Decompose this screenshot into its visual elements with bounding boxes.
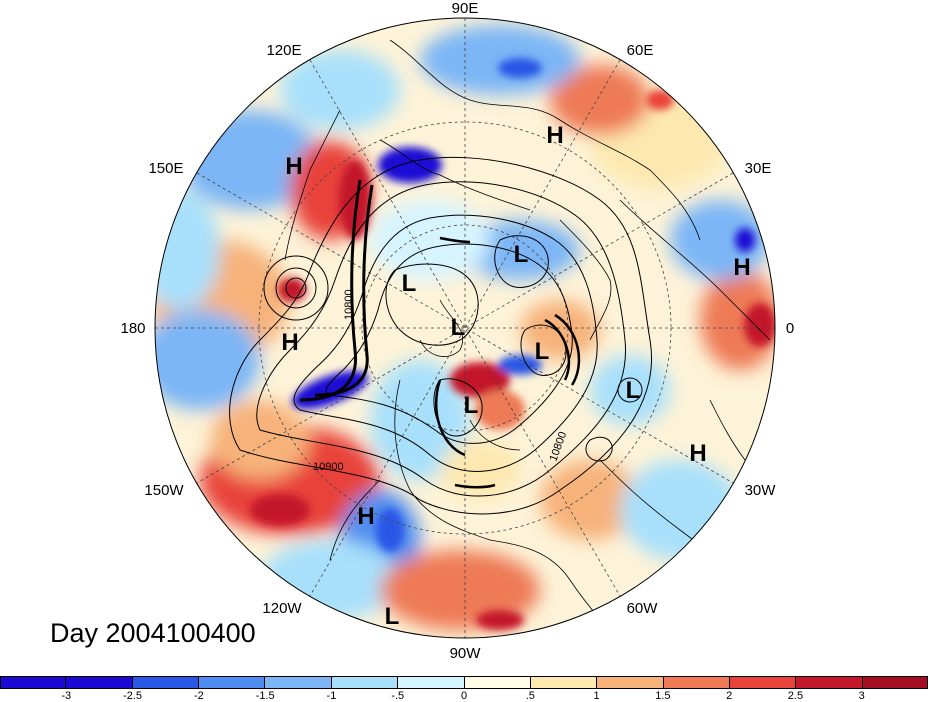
colorbar-swatches [0,676,928,689]
high-pressure-label: H [689,440,706,467]
colorbar-swatch [729,676,797,689]
colorbar-swatch [464,676,531,689]
colorbar-swatch [862,676,928,689]
lon-label-90e: 90E [452,0,479,17]
high-pressure-label: H [281,329,298,356]
low-pressure-label: L [464,392,479,419]
colorbar-tick-label: 1.5 [655,690,671,702]
contour-label: 10800 [343,289,355,320]
low-pressure-label: L [451,314,466,341]
high-pressure-label: H [546,122,563,149]
lon-label-120e: 120E [266,42,301,59]
colorbar-tick-label: 2 [726,690,733,702]
colorbar-swatch [530,676,598,689]
colorbar-tick-label: -2 [193,690,204,702]
low-pressure-label: L [385,603,400,630]
low-pressure-label: L [626,377,641,404]
colorbar-swatch [66,676,133,689]
low-pressure-label: L [535,338,550,365]
lon-label-90w: 90W [450,645,482,662]
high-pressure-label: H [733,254,750,281]
high-pressure-label: H [285,153,302,180]
colorbar-tick-label: 1 [593,690,600,702]
colorbar: -3 -2.5 -2 -1.5 -1 -.5 0 .5 1 1.5 2 2.5 3 [0,676,928,702]
contour-label: 10900 [313,461,344,473]
lon-label-150w: 150W [144,482,184,499]
colorbar-swatch [398,676,465,689]
colorbar-tick-label: .5 [525,690,535,702]
lon-label-60w: 60W [627,600,659,617]
colorbar-swatch [0,676,67,689]
colorbar-swatch [132,676,200,689]
lon-label-0: 0 [786,320,794,337]
pressure-centers: H H H H H H H L L L L L L L L [281,122,750,630]
colorbar-tick-label: -2.5 [123,690,143,702]
colorbar-tick-label: -1.5 [255,690,275,702]
colorbar-tick-label: -3 [61,690,72,702]
high-pressure-label: H [357,503,374,530]
lon-label-60e: 60E [627,42,654,59]
colorbar-swatch [796,676,863,689]
low-pressure-label: L [402,270,417,297]
lon-label-120w: 120W [262,600,302,617]
map-boundary [154,17,776,639]
colorbar-swatch [265,676,332,689]
longitude-labels: 90E 60E 30E 0 30W 60W 90W 120W 150W 180 … [120,0,794,662]
colorbar-tick-label: -.5 [391,690,405,702]
lon-label-150e: 150E [148,160,183,177]
colorbar-swatch [597,676,664,689]
colorbar-swatch [331,676,399,689]
day-label: Day 2004100400 [50,618,256,648]
lon-label-30w: 30W [745,482,777,499]
lon-label-30e: 30E [745,160,772,177]
height-contours [229,156,652,515]
colorbar-tick-label: 0 [460,690,468,702]
low-pressure-label: L [514,241,529,268]
colorbar-swatch [663,676,730,689]
colorbar-swatch [199,676,266,689]
colorbar-tick-label: 3 [858,690,865,702]
colorbar-tick-label: -1 [326,690,337,702]
colorbar-tick-label: 2.5 [787,690,804,702]
lon-label-180: 180 [120,320,145,337]
